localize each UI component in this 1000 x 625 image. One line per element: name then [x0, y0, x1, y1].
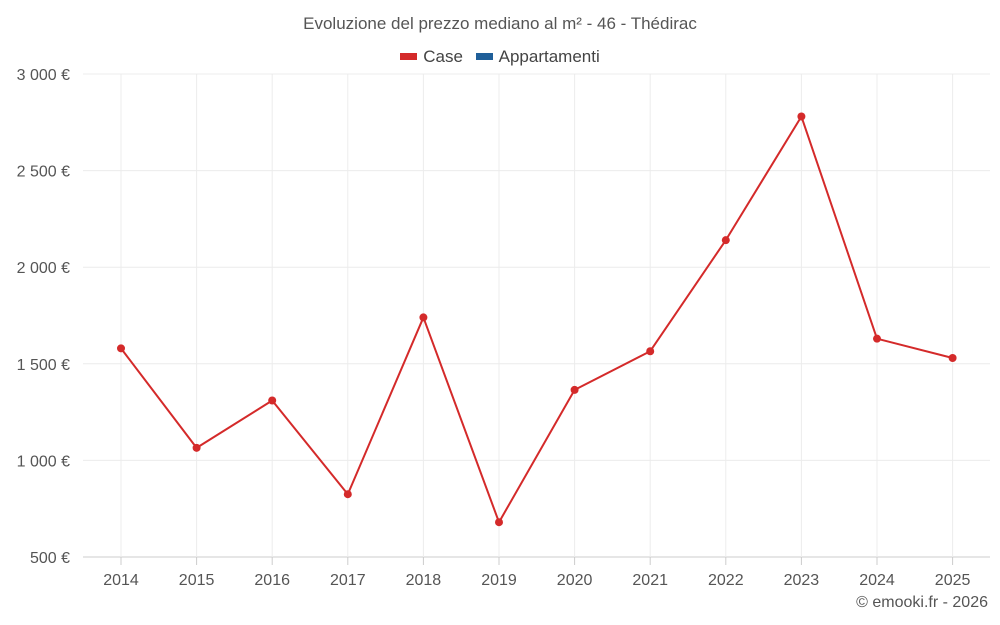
data-point — [343, 490, 352, 499]
x-tick-label: 2017 — [330, 572, 366, 589]
x-tick-label: 2025 — [935, 572, 971, 589]
data-point — [419, 313, 428, 322]
credit-text: © emooki.fr - 2026 — [856, 594, 988, 611]
data-point — [721, 236, 730, 245]
data-point — [797, 112, 806, 121]
x-tick-label: 2015 — [179, 572, 215, 589]
data-point — [948, 354, 957, 363]
y-tick-label: 1 000 € — [17, 453, 70, 470]
x-tick-label: 2016 — [254, 572, 290, 589]
y-tick-label: 2 000 € — [17, 260, 70, 277]
series-line — [120, 115, 953, 524]
y-tick-label: 500 € — [30, 550, 70, 567]
x-tick-label: 2021 — [632, 572, 668, 589]
legend-item-case[interactable]: Case — [400, 47, 463, 67]
x-tick-label: 2020 — [557, 572, 593, 589]
data-point — [570, 385, 579, 394]
chart-title: Evoluzione del prezzo mediano al m² - 46… — [303, 14, 697, 33]
legend-label-appartamenti: Appartamenti — [498, 46, 600, 66]
data-point — [646, 347, 655, 356]
legend-item-appartamenti[interactable]: Appartamenti — [475, 46, 600, 67]
data-point — [873, 334, 881, 343]
data-point — [192, 443, 201, 452]
x-tick-label: 2024 — [859, 572, 895, 589]
data-point — [495, 518, 503, 527]
x-tick-label: 2014 — [103, 572, 139, 589]
legend-swatch-appartamenti — [475, 53, 493, 60]
x-tick-label: 2019 — [481, 572, 517, 589]
data-point — [117, 344, 125, 353]
x-tick-label: 2022 — [708, 572, 744, 589]
x-tick-label: 2023 — [784, 572, 820, 589]
x-tick-label: 2018 — [406, 572, 442, 589]
y-tick-label: 3 000 € — [17, 67, 70, 84]
y-tick-label: 1 500 € — [17, 357, 70, 374]
legend-label-case: Case — [423, 46, 463, 66]
legend-swatch-case — [400, 53, 418, 60]
y-tick-label: 2 500 € — [17, 164, 70, 181]
data-point — [268, 396, 277, 405]
chart-legend: Case Appartamenti — [0, 45, 1000, 67]
